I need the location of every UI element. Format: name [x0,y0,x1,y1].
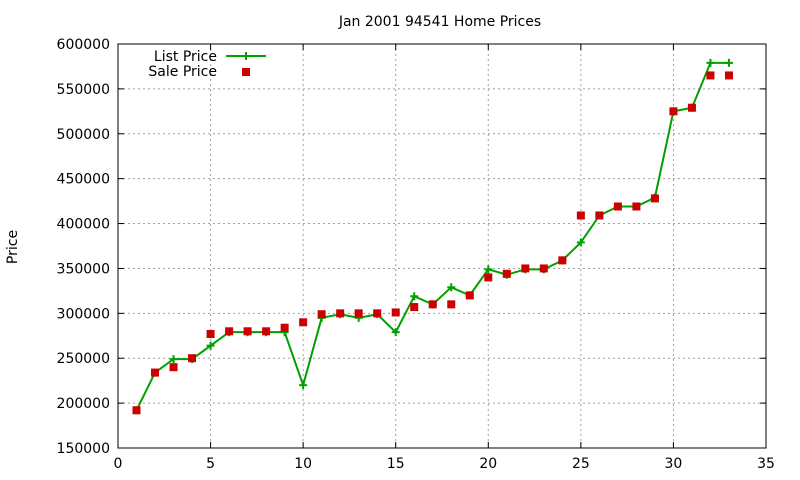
sale-price-point [613,202,622,211]
sale-price-point [632,202,641,211]
y-tick-label: 200000 [57,396,110,412]
list-price-point [576,238,585,247]
sale-price-point [206,329,215,338]
sale-price-point [169,363,178,372]
sale-price-point [151,368,160,377]
y-tick-label: 350000 [57,261,110,277]
plot-frame [117,43,767,449]
list-price-point [299,381,308,390]
y-tick-label: 500000 [57,127,110,143]
legend-label-list-price: List Price [154,49,217,65]
list-price-point [391,328,400,337]
sale-price-point [521,264,530,273]
y-tick-label: 450000 [57,172,110,188]
sale-price-point [669,107,678,116]
sale-price-point [539,264,548,273]
legend-sample-sale-price [242,68,250,76]
sale-price-point [410,303,419,312]
x-tick-label: 25 [572,456,590,472]
list-price-point [447,283,456,292]
sale-price-point [188,354,197,363]
sale-price-point [317,310,326,319]
y-tick-label: 150000 [57,441,110,457]
x-tick-label: 15 [387,456,405,472]
x-tick-label: 5 [206,456,215,472]
sale-price-point [354,309,363,318]
y-tick-label: 400000 [57,217,110,233]
sale-price-point [595,211,604,220]
sale-price-point [428,300,437,309]
list-price-point [206,341,215,350]
list-price-line [135,61,729,411]
sale-price-point [336,309,345,318]
list-price-point [484,265,493,274]
chart-title: Jan 2001 94541 Home Prices [338,14,541,30]
legend-sample-list-price [226,52,266,60]
sale-price-point [280,323,289,332]
list-price-point [410,292,419,301]
sale-price-point [243,327,252,336]
sale-price-point [706,71,715,80]
y-tick-label: 300000 [57,306,110,322]
sale-price-point [391,308,400,317]
sale-price-point [502,269,511,278]
y-axis-label: Price [5,230,21,264]
sale-price-point [373,309,382,318]
gridlines [118,44,766,448]
sale-price-point [225,327,234,336]
axis-ticks: 150000 200000 250000 300000 350000 400000 4500… [57,37,775,472]
x-tick-label: 30 [665,456,683,472]
x-tick-label: 0 [114,456,123,472]
y-tick-label: 550000 [57,82,110,98]
sale-price-point [576,211,585,220]
sale-price-point [558,256,567,265]
list-price-point [169,355,178,364]
sale-price-point [724,71,733,80]
x-tick-label: 20 [479,456,497,472]
sale-price-point [687,103,696,112]
sale-price-point [650,194,659,203]
series-layer [132,58,733,415]
y-tick-label: 600000 [57,37,110,53]
y-tick-label: 250000 [57,351,110,367]
sale-price-point [299,318,308,327]
list-price-point [706,58,715,67]
x-tick-label: 35 [757,456,775,472]
sale-price-point [132,406,141,415]
sale-price-point [447,300,456,309]
sale-price-point [465,291,474,300]
legend: List Price Sale Price [148,49,266,80]
sale-price-point [484,273,493,282]
sale-price-point [262,327,271,336]
x-tick-label: 10 [294,456,312,472]
list-price-point [724,58,733,67]
legend-label-sale-price: Sale Price [148,64,217,80]
